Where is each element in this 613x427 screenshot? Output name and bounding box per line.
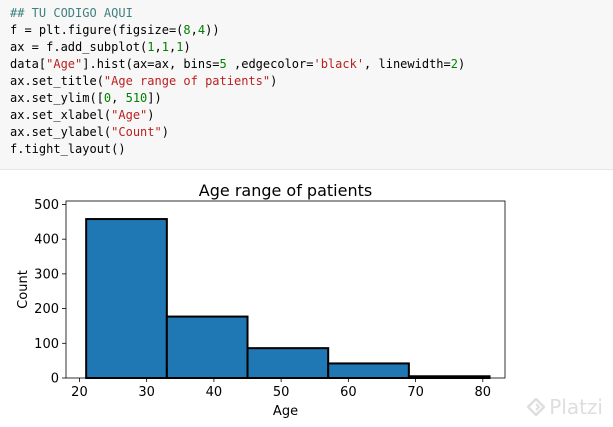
- code-line: ax.set_ylim([0, 510]): [10, 90, 613, 107]
- code-token: 510: [125, 91, 148, 105]
- histogram-bar: [327, 362, 410, 379]
- code-token: 1: [176, 40, 184, 54]
- y-tick-label: 300: [34, 267, 59, 282]
- watermark: Platzi: [527, 395, 603, 419]
- code-token: 1: [161, 40, 169, 54]
- code-token: ,: [168, 40, 177, 54]
- code-token: ## TU CODIGO AQUI: [10, 6, 133, 20]
- x-tick-label: 30: [138, 385, 155, 400]
- code-token: 'black': [313, 57, 365, 71]
- code-line: f.tight_layout(): [10, 141, 613, 158]
- code-token: "Age range of patients": [103, 74, 271, 88]
- code-token: ax.set_ylim([: [10, 91, 104, 105]
- code-token: ax.set_title(: [10, 74, 104, 88]
- code-line: ax = f.add_subplot(1,1,1): [10, 39, 613, 56]
- code-token: 4: [197, 23, 206, 37]
- code-token: , linewidth=: [364, 57, 451, 71]
- y-tick-label: 200: [34, 302, 59, 317]
- code-token: ]): [147, 91, 162, 105]
- output-area: Age range of patients 20 30 40 50 60 70 80 0 100 2…: [0, 171, 613, 427]
- chart-title: Age range of patients: [199, 181, 372, 200]
- code-token: "Count": [111, 125, 162, 139]
- y-tick-label: 100: [34, 337, 59, 352]
- code-cell[interactable]: ## TU CODIGO AQUI f = plt.figure(figsize=…: [0, 0, 613, 170]
- code-token: 1: [147, 40, 155, 54]
- code-token: ): [457, 57, 466, 71]
- x-tick-label: 50: [273, 385, 290, 400]
- x-tick-label: 70: [407, 385, 424, 400]
- code-token: ,: [190, 23, 198, 37]
- histogram-bar: [246, 347, 330, 379]
- y-tick-label: 400: [34, 233, 59, 248]
- code-token: data[: [10, 57, 47, 71]
- code-token: ax.set_ylabel(: [10, 125, 112, 139]
- code-token: ,: [154, 40, 162, 54]
- code-token: ): [183, 40, 191, 54]
- x-tick-label: 80: [475, 385, 492, 400]
- platzi-logo-icon: [527, 398, 546, 416]
- code-line: ax.set_xlabel("Age"): [10, 107, 613, 124]
- code-token: ,edgecolor=: [226, 57, 314, 71]
- x-axis-label: Age: [273, 404, 298, 419]
- code-line: f = plt.figure(figsize=(8,4)): [10, 22, 613, 39]
- code-token: 2: [450, 57, 458, 71]
- code-token: )): [205, 23, 220, 37]
- y-axis-label: Count: [16, 270, 31, 309]
- code-token: 5: [219, 57, 227, 71]
- histogram-chart: Age range of patients 20 30 40 50 60 70 80 0 100 2…: [16, 181, 506, 419]
- code-token: ): [270, 74, 278, 88]
- code-line: ## TU CODIGO AQUI: [10, 5, 613, 22]
- code-token: "Age": [111, 108, 148, 122]
- histogram-bar: [85, 218, 168, 379]
- code-token: ): [147, 108, 155, 122]
- code-token: ax.set_xlabel(: [10, 108, 112, 122]
- histogram-bar: [165, 315, 249, 379]
- code-token: 0: [103, 91, 112, 105]
- code-line: ax.set_ylabel("Count"): [10, 124, 613, 141]
- x-tick-label: 40: [206, 385, 223, 400]
- code-token: ax = f.add_subplot(: [10, 40, 148, 54]
- code-line: ax.set_title("Age range of patients"): [10, 73, 613, 90]
- y-tick-label: 0: [51, 372, 59, 387]
- watermark-text: Platzi: [549, 395, 603, 419]
- code-token: ): [161, 125, 169, 139]
- code-token: ,: [111, 91, 126, 105]
- code-token: ].hist(ax=ax, bins=: [82, 57, 220, 71]
- code-line: data["Age"].hist(ax=ax, bins=5 ,edgecolo…: [10, 56, 613, 73]
- code-token: 8: [183, 23, 191, 37]
- code-token: f = plt.figure(figsize=(: [10, 23, 184, 37]
- x-tick-label: 20: [71, 385, 88, 400]
- code-token: f.tight_layout(): [10, 142, 126, 156]
- code-token: "Age": [46, 57, 83, 71]
- plot-frame: [65, 200, 506, 379]
- y-tick-label: 500: [34, 198, 59, 213]
- x-tick-label: 60: [340, 385, 357, 400]
